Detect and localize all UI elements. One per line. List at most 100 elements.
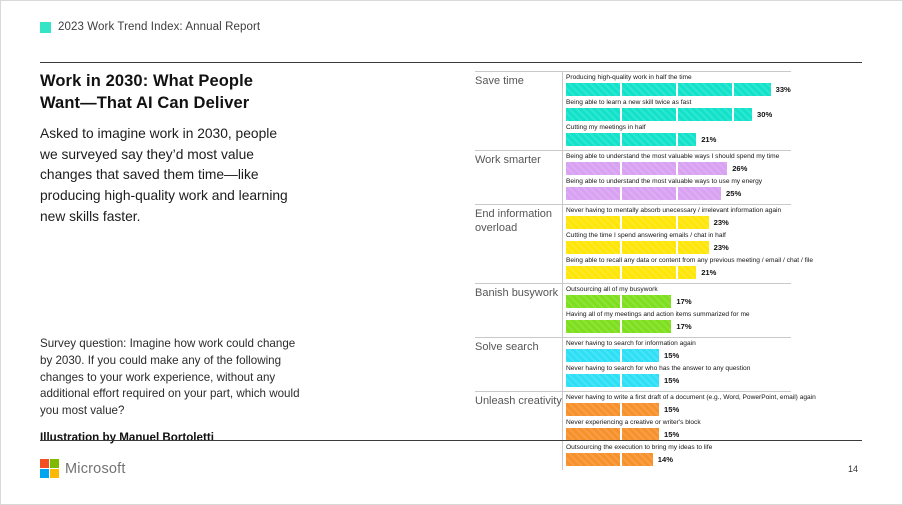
bar-label: Being able to understand the most valuab… <box>566 153 780 160</box>
page-title: Work in 2030: What People Want—That AI C… <box>40 72 254 112</box>
category-label: End information overload <box>475 208 553 234</box>
category-bars: Producing high-quality work in half the … <box>562 72 791 150</box>
bar-label: Never having to search for information a… <box>566 340 696 347</box>
bar-label: Being able to recall any data or content… <box>566 257 814 264</box>
bar-row: 25% <box>566 187 791 200</box>
bar-item: Having all of my meetings and action ite… <box>566 310 791 335</box>
category-bars: Never having to write a first draft of a… <box>562 392 816 470</box>
category-bars: Never having to search for information a… <box>562 338 791 391</box>
bar-label: Outsourcing all of my busywork <box>566 286 658 293</box>
bar-value: 17% <box>676 322 692 331</box>
illustration-credit: Illustration by Manuel Bortoletti <box>40 430 214 444</box>
bar <box>566 320 672 333</box>
bar-row: 23% <box>566 216 813 229</box>
category-label: Banish busywork <box>475 287 559 299</box>
bar-item: Producing high-quality work in half the … <box>566 73 791 98</box>
logo-square-red <box>40 459 49 468</box>
bar-label: Being able to learn a new skill twice as… <box>566 99 692 106</box>
report-title: 2023 Work Trend Index: Annual Report <box>58 21 261 33</box>
page-number: 14 <box>847 464 858 474</box>
bar <box>566 295 672 308</box>
bar <box>566 349 659 362</box>
chart-section: Solve search Never having to search for i… <box>475 337 791 391</box>
bar-item: Being able to learn a new skill twice as… <box>566 98 791 123</box>
bar-label: Never having to mentally absorb unecessa… <box>566 207 782 214</box>
chart-section: Work smarter Being able to understand the… <box>475 150 791 204</box>
category-label: Save time <box>475 75 524 87</box>
chart-section: Save time Producing high-quality work in … <box>475 71 791 150</box>
bar-row: 17% <box>566 320 791 333</box>
bar-label: Outsourcing the execution to bring my id… <box>566 444 713 451</box>
bar-item: Cutting my meetings in half 21% <box>566 123 791 148</box>
bar <box>566 162 728 175</box>
brand-swatch-icon <box>40 21 51 33</box>
left-column: Work in 2030: What People Want—That AI C… <box>40 71 292 228</box>
bar-value: 14% <box>657 455 673 464</box>
category-label: Unleash creativity <box>475 395 562 407</box>
bar-label: Cutting my meetings in half <box>566 124 646 131</box>
bar-value: 15% <box>664 376 680 385</box>
bar-row: 26% <box>566 162 791 175</box>
microsoft-wordmark: Microsoft <box>65 460 126 477</box>
bar-label: Being able to understand the most valuab… <box>566 178 763 185</box>
bar-value: 23% <box>713 218 729 227</box>
bar <box>566 453 653 466</box>
bar-label: Having all of my meetings and action ite… <box>566 311 750 318</box>
header-divider <box>40 62 862 63</box>
bar <box>566 241 709 254</box>
bar <box>566 216 709 229</box>
bar-row: 17% <box>566 295 791 308</box>
logo-square-green <box>50 459 59 468</box>
bar-item: Never having to write a first draft of a… <box>566 393 816 418</box>
bar-item: Never having to mentally absorb unecessa… <box>566 206 813 231</box>
logo-square-blue <box>40 469 49 478</box>
category-label: Work smarter <box>475 154 541 166</box>
chart: Save time Producing high-quality work in … <box>475 71 816 470</box>
bar-item: Outsourcing all of my busywork 17% <box>566 285 791 310</box>
bar-row: 21% <box>566 133 791 146</box>
bar-item: Being able to recall any data or content… <box>566 256 813 281</box>
bar <box>566 428 659 441</box>
bar <box>566 403 659 416</box>
bar-value: 26% <box>732 164 748 173</box>
category-label: Solve search <box>475 341 539 353</box>
bar-value: 15% <box>664 405 680 414</box>
logo-square-yellow <box>50 469 59 478</box>
bar <box>566 83 771 96</box>
bar-item: Being able to understand the most valuab… <box>566 152 791 177</box>
microsoft-logo: Microsoft <box>40 459 126 478</box>
chart-section: End information overload Never having to … <box>475 204 813 283</box>
bar-value: 23% <box>713 243 729 252</box>
category-bars: Never having to mentally absorb unecessa… <box>562 205 813 283</box>
bar-value: 15% <box>664 351 680 360</box>
bar-item: Being able to understand the most valuab… <box>566 177 791 202</box>
bar <box>566 133 697 146</box>
bar-label: Never having to search for who has the a… <box>566 365 751 372</box>
bar-value: 30% <box>757 110 773 119</box>
bar-row: 15% <box>566 349 791 362</box>
bar-row: 15% <box>566 403 816 416</box>
category-bars: Outsourcing all of my busywork 17% Having … <box>562 284 791 337</box>
chart-section: Unleash creativity Never having to write … <box>475 391 816 470</box>
chart-section: Banish busywork Outsourcing all of my bus… <box>475 283 791 337</box>
intro-paragraph: Asked to imagine work in 2030, people we… <box>40 125 288 225</box>
bar-row: 33% <box>566 83 791 96</box>
microsoft-logo-icon <box>40 459 59 478</box>
bar-item: Never having to search for who has the a… <box>566 364 791 389</box>
bar-value: 17% <box>676 297 692 306</box>
bar-item: Never having to search for information a… <box>566 339 791 364</box>
bar <box>566 187 721 200</box>
bar-row: 30% <box>566 108 791 121</box>
bar-item: Outsourcing the execution to bring my id… <box>566 443 816 468</box>
bar-value: 33% <box>775 85 791 94</box>
bar-value: 21% <box>701 135 717 144</box>
bar-row: 15% <box>566 374 791 387</box>
footer-divider <box>40 440 862 441</box>
bar-label: Cutting the time I spend answering email… <box>566 232 726 239</box>
bar <box>566 374 659 387</box>
bar-item: Never experiencing a creative or writer'… <box>566 418 816 443</box>
bar-value: 21% <box>701 268 717 277</box>
bar-item: Cutting the time I spend answering email… <box>566 231 813 256</box>
bar-label: Never experiencing a creative or writer'… <box>566 419 701 426</box>
bar-value: 15% <box>664 430 680 439</box>
